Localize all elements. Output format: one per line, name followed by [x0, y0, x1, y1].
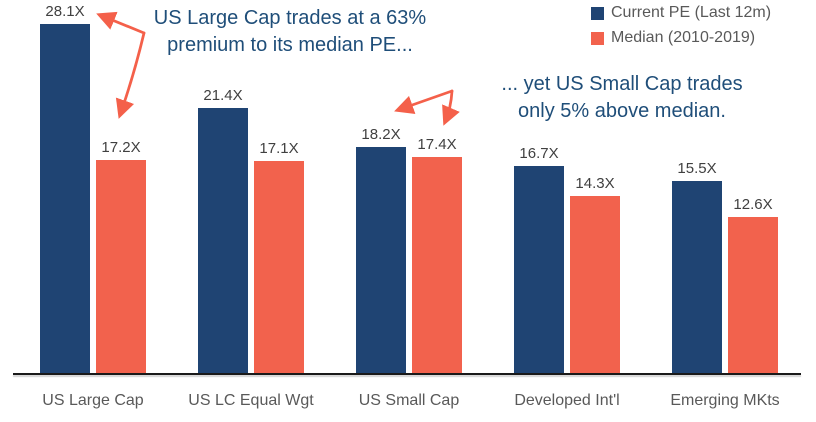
category-label: Emerging MKts	[670, 392, 780, 409]
bar-value-label: 15.5X	[677, 160, 717, 178]
bar-value-label: 16.7X	[519, 145, 559, 163]
annotation-line: US Large Cap trades at a 63%	[153, 7, 427, 29]
category-label: US Small Cap	[358, 392, 460, 409]
bar-value-label: 17.1X	[259, 140, 299, 158]
annotation-small-cap-median: ... yet US Small Cap trades only 5% abov…	[472, 71, 772, 125]
bar-series0-emerging-mkts	[672, 181, 722, 374]
bar-series0-us-small-cap	[356, 147, 406, 374]
x-axis-line	[13, 373, 801, 375]
legend: Current PE (Last 12m) Median (2010-2019)	[591, 3, 771, 48]
bar-series1-us-large-cap	[96, 159, 146, 374]
annotation-large-cap-premium: US Large Cap trades at a 63% premium to …	[140, 5, 440, 59]
bar-series0-us-large-cap	[40, 24, 90, 374]
legend-swatch-median	[591, 31, 604, 45]
bar-series1-us-small-cap	[412, 157, 462, 374]
legend-swatch-current-pe	[591, 6, 604, 20]
bar-value-label: 14.3X	[575, 174, 615, 192]
bar-value-label: 17.4X	[417, 136, 457, 154]
bar-series0-us-lc-equal-wgt	[198, 107, 248, 374]
legend-item-current-pe: Current PE (Last 12m)	[591, 3, 771, 23]
bar-series1-emerging-mkts	[728, 217, 778, 374]
arrow-to-small-cap-current	[394, 89, 454, 115]
category-label: US Large Cap	[42, 392, 144, 409]
bar-series1-developed-int-l	[570, 195, 620, 374]
arrow-to-small-cap-median	[442, 89, 460, 126]
bar-series0-developed-int-l	[514, 166, 564, 374]
bar-value-label: 28.1X	[45, 3, 85, 21]
legend-label-median: Median (2010-2019)	[611, 29, 756, 46]
annotation-line: only 5% above median.	[518, 100, 726, 122]
category-label: Developed Int'l	[514, 392, 620, 409]
arrow-to-large-cap-current	[96, 11, 146, 35]
legend-item-median: Median (2010-2019)	[591, 28, 771, 48]
annotation-line: premium to its median PE...	[167, 34, 413, 56]
category-label: US LC Equal Wgt	[188, 392, 314, 409]
bar-value-label: 17.2X	[101, 138, 141, 156]
annotation-line: ... yet US Small Cap trades	[501, 73, 743, 95]
bar-value-label: 12.6X	[733, 196, 773, 214]
bar-value-label: 21.4X	[203, 86, 243, 104]
bar-series1-us-lc-equal-wgt	[254, 161, 304, 374]
legend-label-current-pe: Current PE (Last 12m)	[611, 4, 772, 21]
bar-value-label: 18.2X	[361, 126, 401, 144]
